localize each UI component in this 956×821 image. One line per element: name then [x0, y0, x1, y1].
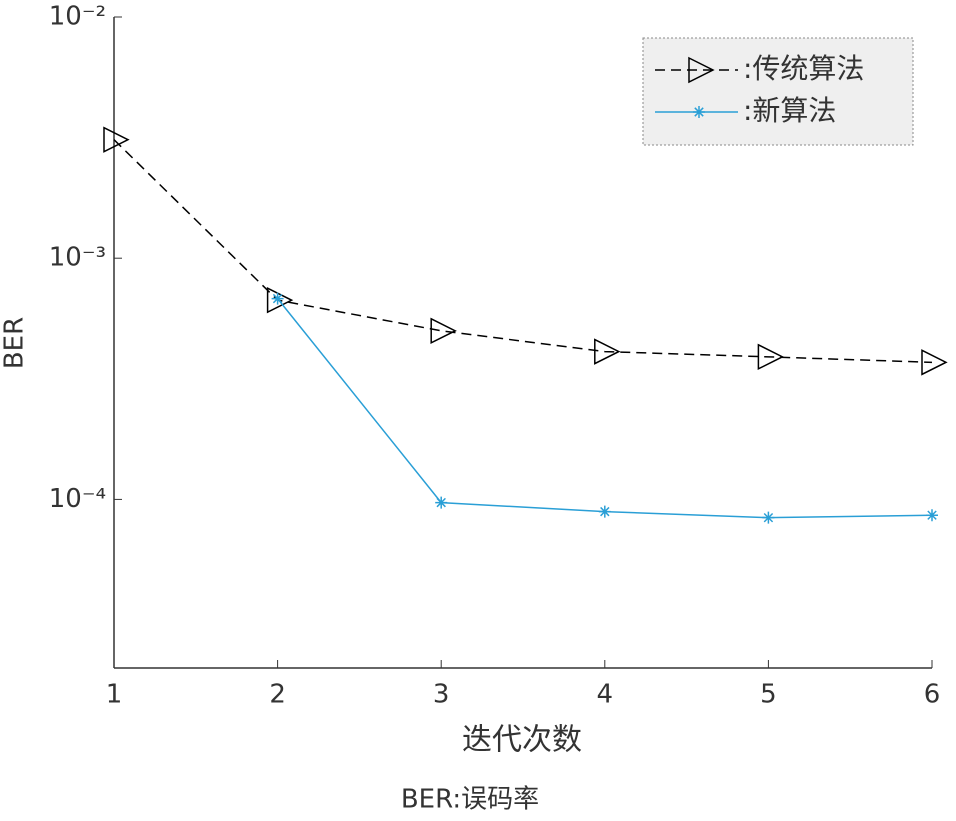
marker — [757, 343, 785, 371]
marker — [266, 286, 294, 314]
y-axis-label: BER — [0, 317, 30, 369]
marker — [594, 338, 621, 365]
marker — [430, 317, 457, 345]
series-line — [277, 298, 933, 519]
marker — [271, 292, 284, 305]
legend-marker — [688, 56, 715, 84]
x-tick-label: 3 — [433, 680, 450, 710]
legend-box — [642, 37, 914, 146]
legend-marker — [693, 106, 705, 118]
marker — [926, 509, 938, 522]
marker — [103, 126, 130, 153]
y-tick-label: 10⁻³ — [49, 243, 106, 273]
legend-label: :新算法 — [743, 94, 836, 127]
marker — [921, 349, 948, 376]
x-tick-label: 6 — [924, 680, 941, 710]
x-tick-label: 4 — [597, 680, 614, 710]
series-line — [113, 139, 933, 364]
y-tick-label: 10⁻⁴ — [49, 484, 106, 514]
x-tick-label: 5 — [760, 680, 777, 710]
marker — [435, 496, 448, 509]
caption: BER:误码率 — [401, 785, 539, 815]
y-tick-label: 10⁻² — [49, 2, 106, 32]
marker — [762, 511, 775, 524]
legend-label: :传统算法 — [743, 52, 864, 85]
marker — [598, 505, 611, 518]
x-axis-label: 迭代次数 — [462, 723, 582, 758]
x-tick-label: 1 — [106, 680, 123, 710]
x-tick-label: 2 — [269, 680, 286, 710]
